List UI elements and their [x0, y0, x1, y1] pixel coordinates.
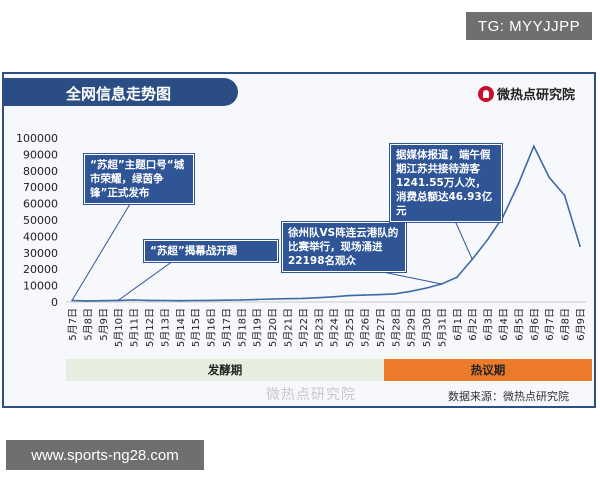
y-tick-label: 30000: [23, 247, 58, 260]
y-tick-label: 100000: [16, 132, 58, 145]
brand-logo-text: 微热点研究院: [497, 88, 576, 103]
x-tick-label: 5月15日: [190, 308, 202, 347]
callout-leader-line: [117, 255, 181, 301]
x-tick-label: 5月7日: [67, 308, 79, 341]
title-bar: 全网信息走势图: [4, 78, 238, 106]
data-point: [148, 299, 150, 302]
data-point: [486, 238, 489, 241]
chart-panel: 全网信息走势图 微热点研究院 0 10000 20000 30000 40000 5000…: [2, 72, 596, 408]
data-point: [409, 290, 412, 293]
x-tick-label: 6月4日: [498, 308, 510, 341]
website-url-label: www.sports-ng28.com: [6, 440, 204, 470]
y-tick-label: 0: [51, 296, 58, 309]
data-point: [378, 293, 381, 296]
x-tick-label: 6月7日: [544, 308, 556, 341]
y-tick-label: 20000: [23, 263, 58, 276]
data-point: [286, 297, 289, 300]
x-tick-label: 5月30日: [421, 308, 433, 347]
x-tick-label: 6月1日: [452, 308, 464, 341]
x-tick-label: 6月9日: [575, 308, 587, 341]
data-point: [101, 299, 104, 302]
x-tick-label: 6月6日: [529, 308, 541, 341]
brand-logo-icon: [478, 85, 494, 102]
data-point: [209, 299, 212, 302]
data-point: [548, 176, 551, 179]
brand-logo: 微热点研究院: [478, 84, 575, 103]
y-tick-label: 80000: [23, 165, 58, 178]
x-tick-label: 5月25日: [344, 308, 356, 347]
x-tick-label: 5月31日: [436, 308, 448, 347]
callout-dragon-boat-tourism: 据媒体报道，端午假期江苏共接待游客1241.55万人次，消费总额达46.93亿元: [389, 143, 503, 223]
data-point: [425, 287, 427, 289]
data-point: [240, 299, 243, 301]
callout-opening-match: “苏超”揭幕战开踢: [143, 239, 279, 263]
x-tick-label: 6月8日: [560, 308, 572, 341]
data-point: [86, 299, 89, 302]
data-point: [348, 294, 350, 297]
x-tick-label: 6月5日: [513, 308, 525, 341]
y-tick-label: 60000: [23, 198, 58, 211]
data-point: [363, 294, 366, 297]
x-tick-label: 5月9日: [98, 308, 110, 341]
x-tick-label: 5月17日: [221, 308, 233, 347]
data-source: 数据来源：微热点研究院: [448, 390, 569, 403]
x-tick-label: 5月10日: [113, 308, 125, 347]
data-point: [332, 295, 335, 298]
callout-slogan-release: “苏超”主题口号“城市荣耀，绿茵争锋”正式发布: [83, 153, 195, 205]
y-tick-label: 90000: [23, 148, 58, 161]
data-point: [532, 145, 535, 148]
data-point: [317, 296, 320, 299]
x-tick-label: 5月12日: [144, 308, 156, 347]
data-point: [394, 292, 397, 295]
x-tick-label: 5月28日: [390, 308, 402, 347]
line-chart: 0 10000 20000 30000 40000 50000 60000 70000 8000…: [16, 132, 587, 347]
data-point: [132, 299, 135, 301]
data-point: [225, 299, 227, 302]
data-point: [579, 245, 581, 248]
data-point: [255, 298, 258, 301]
x-tick-label: 5月16日: [206, 308, 218, 347]
data-point: [455, 276, 458, 279]
data-point: [302, 297, 304, 300]
x-tick-label: 5月19日: [252, 308, 264, 347]
x-tick-label: 5月29日: [406, 308, 418, 347]
y-tick-label: 50000: [23, 214, 58, 227]
y-tick-label: 10000: [23, 280, 58, 293]
data-point: [271, 298, 274, 300]
x-tick-label: 5月23日: [313, 308, 325, 347]
x-tick-label: 5月20日: [267, 308, 279, 347]
phase-hot-discussion: 热议期: [384, 359, 592, 381]
x-tick-label: 5月21日: [283, 308, 295, 347]
data-point: [517, 183, 520, 185]
x-tick-label: 6月2日: [467, 308, 479, 341]
watermark-text: 微热点研究院: [266, 387, 356, 403]
data-point: [194, 299, 197, 302]
x-tick-label: 5月26日: [359, 308, 371, 347]
x-tick-label: 5月27日: [375, 308, 387, 347]
phase-fermentation: 发酵期: [66, 359, 384, 381]
data-point: [178, 299, 181, 302]
x-tick-label: 5月14日: [175, 308, 187, 347]
x-tick-label: 5月24日: [329, 308, 341, 347]
y-tick-label: 70000: [23, 181, 58, 194]
y-tick-label: 40000: [23, 230, 58, 243]
x-tick-label: 6月3日: [483, 308, 495, 341]
series-line: [71, 144, 581, 302]
data-point: [502, 215, 504, 218]
telegram-watermark-label: TG: MYYJJPP: [466, 12, 592, 40]
callout-xuzhou-match: 徐州队VS阵连云港队的比赛举行，现场涌进22198名观众: [281, 221, 407, 273]
x-tick-label: 5月22日: [298, 308, 310, 347]
callout-leader-line: [71, 203, 131, 301]
x-tick-label: 5月8日: [82, 308, 94, 341]
x-tick-label: 5月13日: [159, 308, 171, 347]
data-point: [163, 299, 166, 302]
data-point: [563, 194, 566, 197]
x-tick-label: 5月11日: [129, 308, 141, 347]
x-tick-label: 5月18日: [236, 308, 248, 347]
chart-title: 全网信息走势图: [66, 85, 172, 103]
